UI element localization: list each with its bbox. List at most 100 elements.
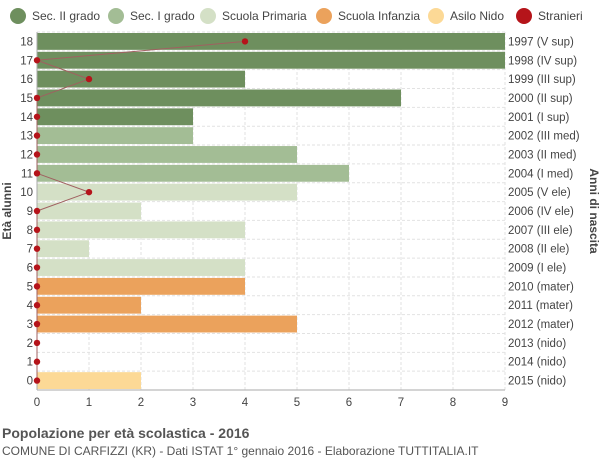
- stranieri-point: [241, 38, 249, 45]
- legend-label: Sec. II grado: [32, 9, 101, 23]
- y-tick-label: 0: [27, 376, 33, 388]
- y-tick-label: 2: [27, 338, 33, 350]
- x-tick-label: 1: [86, 397, 92, 409]
- x-tick-label: 9: [502, 397, 508, 409]
- legend-swatch: [200, 8, 216, 24]
- y-tick-label: 14: [20, 112, 33, 124]
- legend-item: Scuola Infanzia: [316, 7, 420, 25]
- stranieri-point: [33, 358, 41, 365]
- stranieri-point: [33, 264, 41, 271]
- stranieri-point: [33, 302, 41, 309]
- x-tick-label: 8: [450, 397, 456, 409]
- stranieri-point: [85, 188, 93, 196]
- y-tick-label: 10: [20, 187, 33, 199]
- y-tick-label: 5: [27, 281, 33, 293]
- y-right-tick-label: 2000 (II sup): [508, 93, 573, 105]
- legend-item: Sec. II grado: [10, 7, 100, 25]
- y-right-tick-label: 1999 (III sup): [508, 74, 576, 86]
- bar: [37, 127, 193, 145]
- chart-footer-title: Popolazione per età scolastica - 2016: [2, 425, 250, 441]
- legend: Sec. II grado Sec. I grado Scuola Primaria…: [0, 0, 600, 30]
- bar: [37, 164, 349, 182]
- y-tick-label: 13: [20, 131, 33, 143]
- legend-item: Asilo Nido: [428, 7, 504, 25]
- legend-swatch: [428, 8, 444, 24]
- bar: [37, 183, 297, 201]
- bar: [37, 277, 245, 295]
- y-tick-label: 9: [27, 206, 33, 218]
- stranieri-point: [33, 245, 41, 252]
- y-right-tick-label: 2013 (nido): [508, 338, 566, 350]
- y-right-tick-label: 2006 (IV ele): [508, 206, 574, 218]
- stranieri-point: [33, 94, 41, 102]
- legend-item: Sec. I grado: [108, 7, 195, 25]
- y-right-tick-label: 2014 (nido): [508, 357, 566, 369]
- y-tick-label: 12: [20, 149, 33, 161]
- stranieri-point: [85, 75, 93, 83]
- y-tick-label: 17: [20, 55, 33, 67]
- x-tick-label: 3: [190, 397, 196, 409]
- y-tick-label: 3: [27, 319, 33, 331]
- x-tick-label: 4: [242, 397, 249, 409]
- bar: [37, 259, 245, 276]
- stranieri-point: [33, 226, 41, 234]
- y-axis-title-right: Anni di nascita: [587, 168, 600, 254]
- y-right-tick-label: 2003 (II med): [508, 149, 577, 161]
- y-right-tick-label: 2004 (I med): [508, 168, 573, 180]
- legend-label: Asilo Nido: [450, 9, 505, 23]
- y-tick-label: 8: [27, 225, 33, 237]
- legend-item: Stranieri: [516, 7, 583, 25]
- y-right-tick-label: 2002 (III med): [508, 131, 580, 143]
- x-tick-label: 6: [346, 397, 352, 409]
- bar: [37, 315, 297, 333]
- y-tick-label: 1: [27, 357, 33, 369]
- bar: [37, 372, 141, 389]
- bar: [37, 33, 505, 50]
- bar: [37, 202, 141, 220]
- y-right-tick-label: 2005 (V ele): [508, 187, 571, 199]
- stranieri-point: [33, 132, 41, 139]
- y-right-tick-label: 1998 (IV sup): [508, 55, 577, 67]
- stranieri-point: [33, 113, 41, 120]
- y-tick-label: 4: [27, 300, 34, 312]
- bar: [37, 108, 193, 126]
- stranieri-point: [33, 283, 41, 290]
- bar: [37, 51, 505, 69]
- y-tick-label: 15: [20, 93, 33, 105]
- legend-label: Stranieri: [538, 9, 583, 23]
- y-tick-label: 11: [21, 168, 33, 180]
- legend-label: Scuola Infanzia: [338, 9, 421, 23]
- x-tick-label: 2: [138, 397, 144, 409]
- bar: [37, 89, 401, 107]
- stranieri-point: [33, 339, 41, 347]
- legend-label: Sec. I grado: [130, 9, 195, 23]
- y-tick-label: 16: [20, 74, 33, 86]
- y-tick-label: 6: [27, 263, 33, 275]
- legend-swatch: [10, 8, 26, 24]
- y-right-tick-label: 2001 (I sup): [508, 112, 570, 124]
- chart-footer-subtitle: COMUNE DI CARFIZZI (KR) - Dati ISTAT 1° …: [2, 444, 479, 458]
- legend-swatch: [108, 8, 124, 24]
- legend-swatch: [516, 8, 532, 24]
- x-tick-label: 0: [34, 397, 40, 409]
- bar: [37, 240, 89, 258]
- stranieri-point: [33, 377, 41, 384]
- y-tick-label: 7: [27, 244, 33, 256]
- y-right-tick-label: 1997 (V sup): [508, 36, 574, 48]
- y-right-tick-label: 2010 (mater): [508, 281, 574, 293]
- y-right-tick-label: 2012 (mater): [508, 319, 574, 331]
- y-right-tick-label: 2011 (mater): [508, 300, 573, 312]
- y-right-tick-label: 2007 (III ele): [508, 225, 573, 237]
- stranieri-point: [33, 207, 41, 215]
- legend-label: Scuola Primaria: [222, 9, 307, 23]
- y-right-tick-label: 2008 (II ele): [508, 244, 570, 256]
- stranieri-point: [33, 151, 41, 158]
- legend-item: Scuola Primaria: [200, 7, 307, 25]
- stranieri-point: [33, 57, 41, 64]
- legend-swatch: [316, 8, 332, 24]
- bar: [37, 146, 297, 163]
- stranieri-point: [33, 170, 41, 177]
- x-tick-label: 7: [398, 397, 404, 409]
- x-tick-label: 5: [294, 397, 300, 409]
